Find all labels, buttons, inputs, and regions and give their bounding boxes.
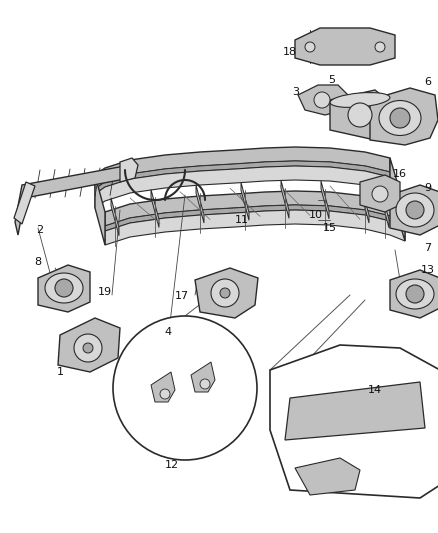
Text: 2: 2 [36,225,43,235]
Polygon shape [95,147,390,189]
Polygon shape [321,181,329,219]
Polygon shape [196,185,204,223]
Text: 19: 19 [98,287,112,297]
Text: 9: 9 [424,183,431,193]
Circle shape [390,108,410,128]
Circle shape [372,186,388,202]
Polygon shape [105,210,405,245]
Circle shape [406,201,424,219]
Text: 16: 16 [393,169,407,179]
Circle shape [305,42,315,52]
Polygon shape [195,268,258,318]
Circle shape [314,92,330,108]
Circle shape [83,343,93,353]
Text: 11: 11 [235,215,249,225]
Polygon shape [105,205,405,231]
Ellipse shape [379,101,421,135]
Polygon shape [295,458,360,495]
Polygon shape [285,382,425,440]
Text: 1: 1 [57,367,64,377]
Polygon shape [191,362,215,392]
Text: 3: 3 [293,87,300,97]
Text: 14: 14 [368,385,382,395]
Polygon shape [120,158,138,182]
Polygon shape [151,372,175,402]
Polygon shape [95,166,390,208]
Polygon shape [390,158,405,241]
Circle shape [200,379,210,389]
Polygon shape [38,265,90,312]
Text: 17: 17 [175,291,189,301]
Polygon shape [95,175,105,245]
Polygon shape [390,270,438,318]
Circle shape [220,288,230,298]
Text: 7: 7 [424,243,431,253]
Polygon shape [58,318,120,372]
Circle shape [74,334,102,362]
Polygon shape [151,189,159,228]
Circle shape [113,316,257,460]
Polygon shape [298,85,348,115]
Polygon shape [295,28,395,65]
Circle shape [55,279,73,297]
Ellipse shape [396,193,434,227]
Ellipse shape [396,279,434,309]
Circle shape [160,389,170,399]
Text: 18: 18 [283,47,297,57]
Polygon shape [381,190,389,228]
Text: 10: 10 [309,210,323,220]
Polygon shape [361,185,369,223]
Circle shape [375,42,385,52]
Circle shape [211,279,239,307]
Text: 4: 4 [164,327,172,337]
Polygon shape [270,345,438,498]
Polygon shape [14,182,35,224]
Text: 12: 12 [165,460,179,470]
Polygon shape [370,88,438,145]
Circle shape [348,103,372,127]
Ellipse shape [330,93,390,108]
Polygon shape [105,191,405,226]
Polygon shape [360,175,400,212]
Text: 5: 5 [328,75,336,85]
Polygon shape [15,165,130,235]
Text: 6: 6 [424,77,431,87]
Polygon shape [95,161,390,194]
Polygon shape [241,182,249,220]
Text: 8: 8 [35,257,42,267]
Polygon shape [390,185,438,235]
Circle shape [406,285,424,303]
Text: 15: 15 [323,223,337,233]
Polygon shape [281,180,289,219]
Text: 13: 13 [421,265,435,275]
Ellipse shape [45,273,83,303]
Polygon shape [330,90,390,140]
Polygon shape [111,198,119,236]
